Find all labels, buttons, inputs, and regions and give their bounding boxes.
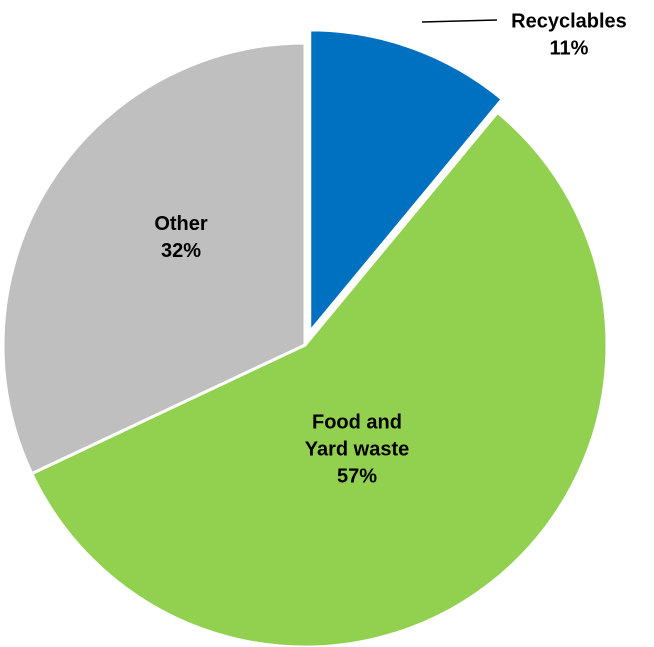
slice-other-label: Other 32% bbox=[154, 213, 208, 262]
slice-food-and-yard-waste-label: Food and Yard waste 57% bbox=[305, 411, 410, 487]
slice-recyclables-label: Recyclables 11% bbox=[511, 10, 627, 59]
pie-slices bbox=[1, 28, 609, 647]
slice-recyclables bbox=[308, 28, 505, 336]
slice-recyclables-leader-line bbox=[421, 19, 498, 23]
leader-lines bbox=[421, 19, 498, 23]
slice-food-and-yard-waste bbox=[29, 110, 609, 647]
slice-labels: Recyclables 11% Food and Yard waste 57% Other… bbox=[154, 10, 626, 487]
slice-other bbox=[1, 41, 307, 476]
